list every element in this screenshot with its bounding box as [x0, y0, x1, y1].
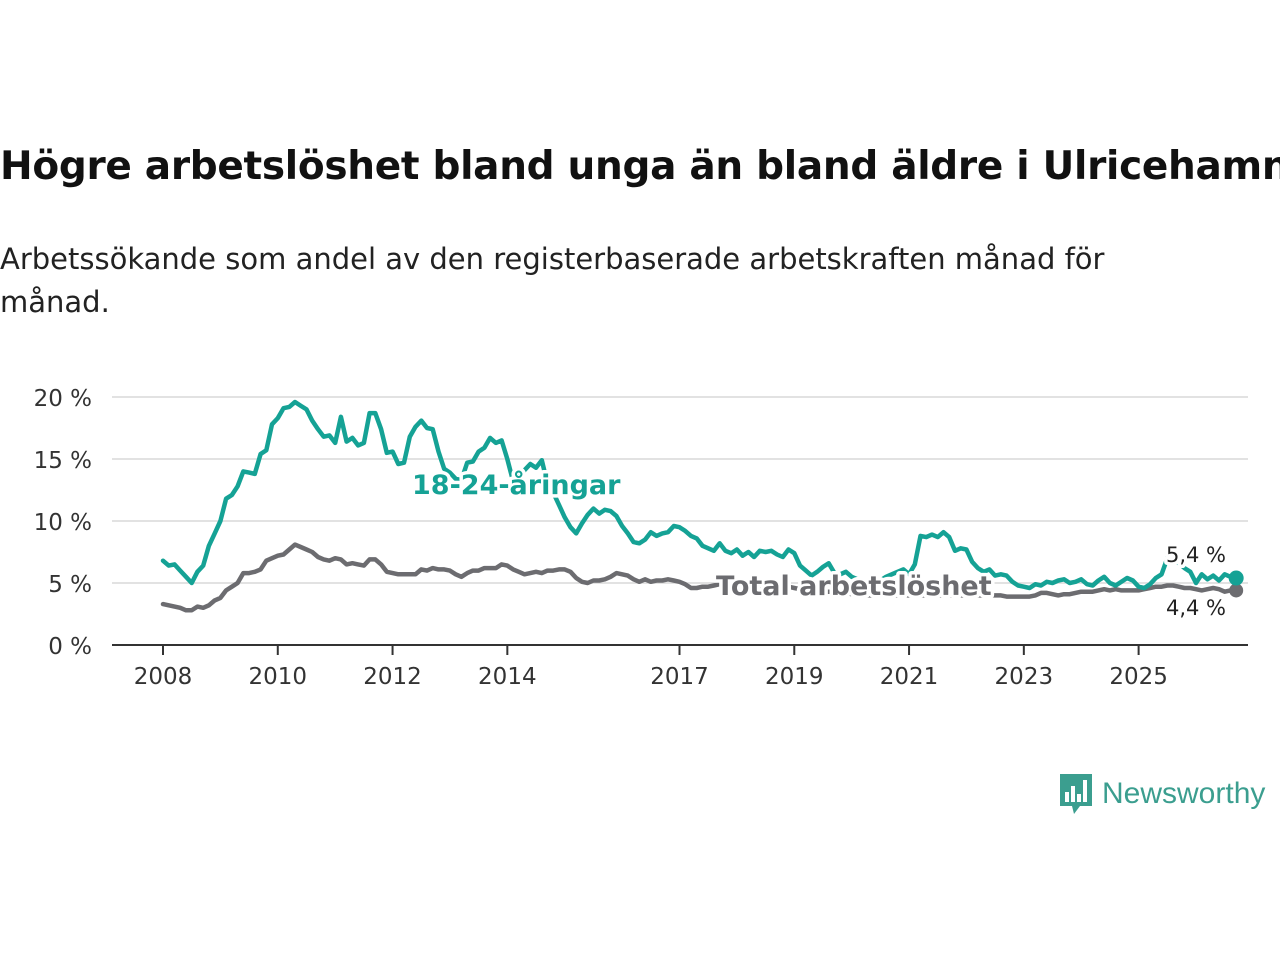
end-point-total: [1229, 583, 1244, 598]
x-tick-label: 2008: [134, 664, 193, 690]
line-chart: 0 %5 %10 %15 %20 % 2008 2010 2012 2014 2017 2…: [34, 386, 1248, 690]
end-label-total: 4,4 %: [1166, 596, 1226, 620]
series-labels: 18-24-åringar Total arbetslöshet 5,4 % 4,4 …: [409, 466, 1244, 624]
x-tick-label: 2025: [1109, 664, 1168, 690]
end-label-youth: 5,4 %: [1166, 543, 1226, 567]
series-line-total: [160, 542, 1239, 613]
y-axis-ticks: 0 % 5 % 10 % 15 % 20 %: [34, 386, 92, 660]
y-tick-label: 10 %: [34, 510, 92, 536]
end-point-youth: [1228, 570, 1244, 586]
x-tick-label: 2023: [995, 664, 1054, 690]
newsworthy-logo[interactable]: Newsworthy: [1058, 772, 1265, 816]
y-tick-label: 15 %: [34, 448, 92, 474]
x-tick-label: 2014: [478, 664, 537, 690]
series-label-youth: 18-24-åringar: [412, 469, 621, 501]
brand-name: Newsworthy: [1102, 777, 1266, 810]
chart-title: Högre arbetslöshet bland unga än bland ä…: [0, 144, 1280, 189]
series-label-total: Total arbetslöshet: [716, 571, 992, 602]
bar-chart-icon: [1060, 774, 1092, 814]
x-tick-label: 2012: [363, 664, 422, 690]
x-tick-label: 2017: [650, 664, 709, 690]
y-tick-label: 0 %: [48, 634, 92, 660]
x-tick-label: 2021: [880, 664, 939, 690]
y-tick-label: 5 %: [48, 572, 92, 598]
x-tick-label: 2019: [765, 664, 824, 690]
x-axis: 2008 2010 2012 2014 2017 2019 2021 2023 2025: [112, 644, 1248, 690]
series-line-youth: [160, 399, 1239, 591]
y-tick-label: 20 %: [34, 386, 92, 412]
x-tick-label: 2010: [249, 664, 308, 690]
chart-subtitle: Arbetssökande som andel av den registerb…: [0, 242, 1105, 319]
series-lines: [160, 399, 1239, 613]
